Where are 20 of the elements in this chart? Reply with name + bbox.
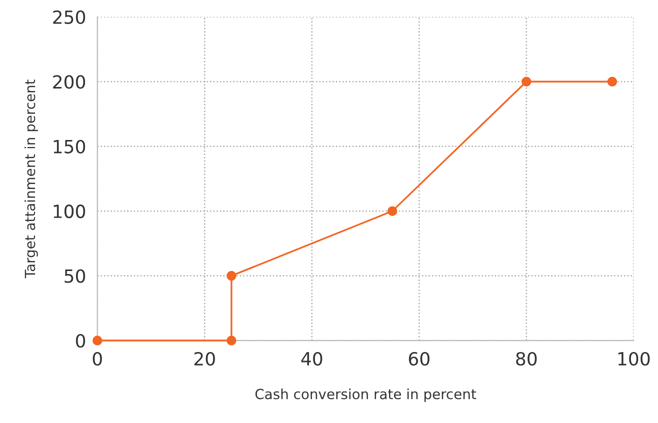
point: [226, 270, 236, 281]
point: [607, 76, 618, 86]
x-tick-label: 60: [408, 352, 430, 366]
point: [522, 76, 532, 86]
y-axis-title: Target attainment in percent: [24, 80, 38, 278]
x-tick-label: 100: [618, 352, 650, 366]
x-tick-label: 0: [92, 352, 102, 366]
point: [226, 336, 236, 346]
point: [387, 206, 398, 216]
x-axis-title: Cash conversion rate in percent: [255, 388, 476, 402]
y-tick-label: 250: [53, 10, 86, 24]
y-tick-label: 200: [53, 75, 86, 89]
x-tick-label: 20: [194, 352, 215, 366]
y-tick-label: 50: [64, 269, 86, 283]
x-tick-label: 40: [301, 352, 322, 366]
x-tick-label: 80: [516, 352, 537, 366]
y-tick-label: 150: [54, 140, 86, 154]
point: [92, 336, 102, 346]
y-tick-label: 0: [76, 334, 86, 348]
y-tick-label: 100: [54, 204, 86, 218]
